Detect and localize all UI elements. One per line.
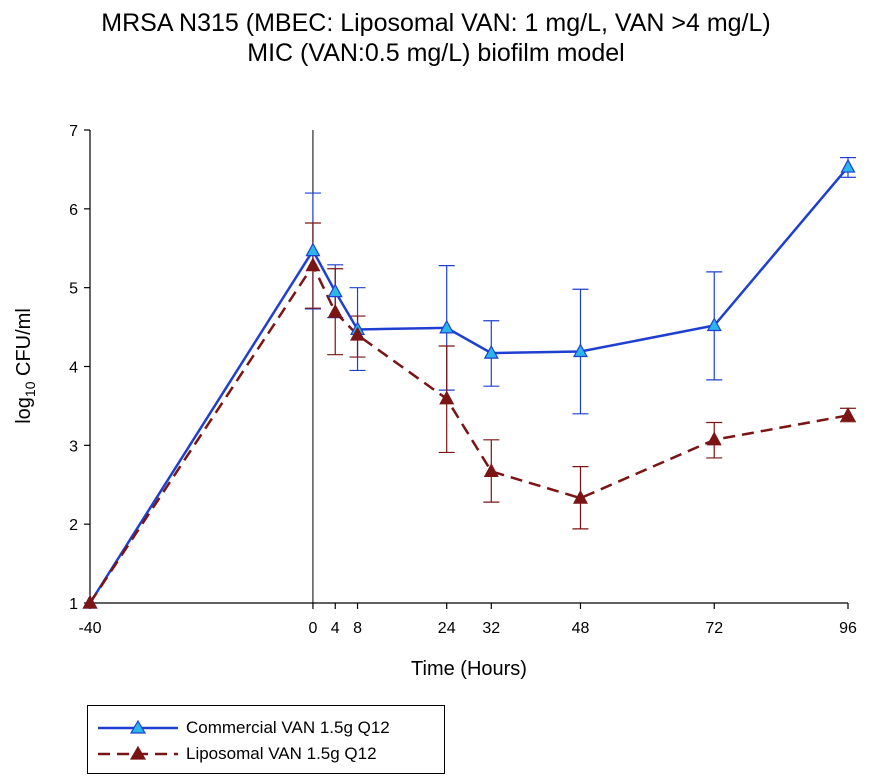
error-bars <box>304 156 856 530</box>
legend-item-liposomal: Liposomal VAN 1.5g Q12 <box>88 742 444 766</box>
x-tick-label: 72 <box>705 620 723 637</box>
y-tick-label: 1 <box>69 596 78 613</box>
data-point-liposomal <box>572 489 588 504</box>
y-tick-label: 6 <box>69 202 78 219</box>
data-point-liposomal <box>82 594 98 609</box>
x-tick-label: 32 <box>482 620 500 637</box>
legend-label-commercial: Commercial VAN 1.5g Q12 <box>186 718 390 737</box>
series-lines <box>88 166 849 604</box>
data-point-liposomal <box>840 407 856 421</box>
y-axis-title: log10 CFU/ml <box>13 308 38 424</box>
x-tick-label: -40 <box>78 620 101 637</box>
x-tick-label: 4 <box>331 620 340 637</box>
x-tick-label: 48 <box>572 620 590 637</box>
y-tick-label: 4 <box>69 360 78 377</box>
data-point-commercial <box>840 158 856 173</box>
data-point-liposomal <box>350 326 366 341</box>
legend-item-commercial: Commercial VAN 1.5g Q12 <box>88 716 444 740</box>
axes <box>89 130 848 604</box>
chart-title-line1: MRSA N315 (MBEC: Liposomal VAN: 1 mg/L, … <box>101 9 771 37</box>
x-tick-label: 24 <box>438 620 456 637</box>
data-point-commercial <box>305 242 321 257</box>
y-axis-title-log: log <box>13 397 35 424</box>
y-tick-label: 3 <box>69 438 78 455</box>
x-axis-title: Time (Hours) <box>411 658 527 680</box>
legend-swatch-liposomal <box>98 745 178 760</box>
x-tick-label: 0 <box>308 620 317 637</box>
y-axis-title-subscript: 10 <box>22 381 38 397</box>
data-point-liposomal <box>706 431 722 446</box>
chart-title-line2: MIC (VAN:0.5 mg/L) biofilm model <box>247 39 625 67</box>
x-tick-label: 8 <box>353 620 362 637</box>
legend-label-liposomal: Liposomal VAN 1.5g Q12 <box>186 744 377 763</box>
legend-swatch-commercial <box>98 719 178 734</box>
y-tick-label: 5 <box>69 281 78 298</box>
y-tick-label: 7 <box>69 123 78 140</box>
y-axis-title-tail: CFU/ml <box>13 308 35 381</box>
y-tick-label: 2 <box>69 517 78 534</box>
data-point-commercial <box>327 283 343 298</box>
series-markers <box>82 158 856 609</box>
series-line-commercial <box>88 166 849 604</box>
data-point-commercial <box>439 319 455 334</box>
data-point-liposomal <box>305 257 321 272</box>
data-point-commercial <box>706 317 722 332</box>
series-line-liposomal <box>88 263 849 604</box>
legend: Commercial VAN 1.5g Q12 Liposomal VAN 1.… <box>87 705 445 774</box>
data-point-liposomal <box>327 303 343 318</box>
data-point-commercial <box>483 344 499 359</box>
data-point-liposomal <box>483 463 499 477</box>
data-point-commercial <box>572 343 588 358</box>
data-point-liposomal <box>439 390 455 405</box>
x-tick-label: 96 <box>839 620 857 637</box>
